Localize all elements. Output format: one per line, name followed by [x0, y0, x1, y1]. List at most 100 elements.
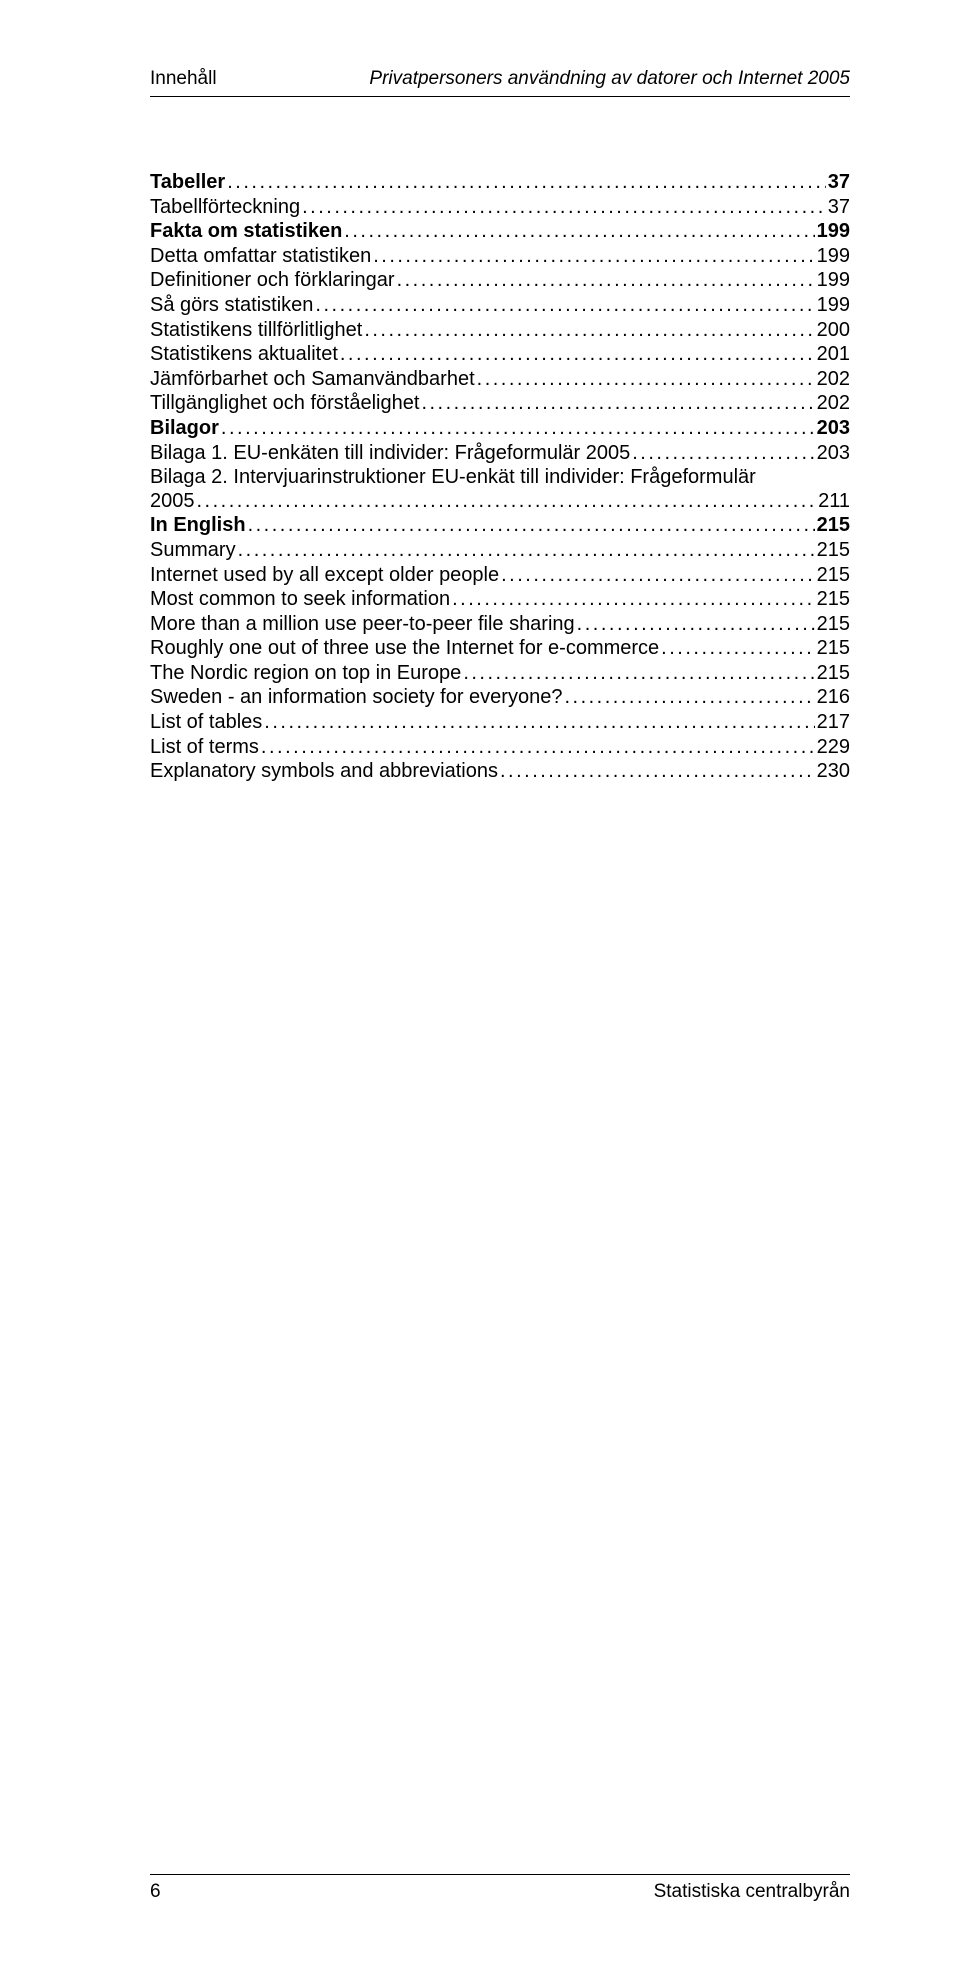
toc-label: Statistikens aktualitet	[150, 343, 338, 367]
toc-leader-dots	[340, 343, 815, 367]
toc-page-number: 216	[817, 686, 850, 710]
toc-entry: Tillgänglighet och förståelighet202	[150, 392, 850, 416]
toc-label: Statistikens tillförlitlighet	[150, 319, 362, 343]
toc-leader-dots	[661, 637, 814, 661]
toc-page-number: 199	[817, 220, 850, 244]
toc-leader-dots	[315, 294, 814, 318]
toc-label: Summary	[150, 539, 236, 563]
footer-row: 6 Statistiska centralbyrån	[150, 1881, 850, 1903]
toc-leader-dots	[238, 539, 815, 563]
toc-page-number: 199	[817, 269, 850, 293]
toc-leader-dots	[248, 514, 815, 538]
toc-leader-dots	[373, 245, 814, 269]
toc-page-number: 203	[817, 442, 850, 466]
toc-entry: Definitioner och förklaringar 199	[150, 269, 850, 293]
toc-label: Bilaga 2. Intervjuarinstruktioner EU-enk…	[150, 466, 756, 488]
toc-page-number: 199	[817, 294, 850, 318]
footer-page-number: 6	[150, 1881, 161, 1903]
toc-entry: Bilagor 203	[150, 417, 850, 441]
toc-leader-dots	[632, 442, 814, 466]
toc-label: Tabeller	[150, 171, 225, 195]
toc-label: Bilagor	[150, 417, 219, 441]
toc-page-number: 215	[817, 588, 850, 612]
toc-entry: List of terms229	[150, 736, 850, 760]
toc-page-number: 37	[828, 196, 850, 220]
toc-leader-dots	[477, 368, 815, 392]
toc-leader-dots	[463, 662, 814, 686]
toc-page-number: 215	[817, 514, 850, 538]
toc-entry: 2005 211	[150, 490, 850, 514]
toc-entry: Så görs statistiken 199	[150, 294, 850, 318]
footer-publisher: Statistiska centralbyrån	[654, 1881, 850, 1903]
toc-page-number: 230	[817, 760, 850, 784]
toc-page-number: 215	[817, 539, 850, 563]
toc-leader-dots	[452, 588, 815, 612]
toc-entry: Jämförbarhet och Samanvändbarhet202	[150, 368, 850, 392]
toc-page-number: 215	[817, 637, 850, 661]
toc-page-number: 215	[817, 564, 850, 588]
toc-entry: Bilaga 1. EU-enkäten till individer: Frå…	[150, 442, 850, 466]
toc-entry: Roughly one out of three use the Interne…	[150, 637, 850, 661]
toc-leader-dots	[264, 711, 814, 735]
toc-entry: Tabeller37	[150, 171, 850, 195]
toc-label: Detta omfattar statistiken	[150, 245, 371, 269]
toc-entry: Sweden - an information society for ever…	[150, 686, 850, 710]
toc-label: Jämförbarhet och Samanvändbarhet	[150, 368, 475, 392]
toc-entry: Detta omfattar statistiken 199	[150, 245, 850, 269]
toc-entry: Statistikens tillförlitlighet 200	[150, 319, 850, 343]
toc-leader-dots	[564, 686, 814, 710]
toc-entry: In English215	[150, 514, 850, 538]
toc-page-number: 201	[817, 343, 850, 367]
toc-leader-dots	[227, 171, 826, 195]
toc-page-number: 199	[817, 245, 850, 269]
toc-label: More than a million use peer-to-peer fil…	[150, 613, 575, 637]
toc-page-number: 202	[817, 392, 850, 416]
toc-leader-dots	[261, 736, 815, 760]
toc-leader-dots	[221, 417, 815, 441]
toc-page-number: 203	[817, 417, 850, 441]
toc-label: Roughly one out of three use the Interne…	[150, 637, 659, 661]
toc-entry: The Nordic region on top in Europe 215	[150, 662, 850, 686]
footer-rule	[150, 1874, 850, 1875]
header-rule	[150, 96, 850, 97]
toc-label: Definitioner och förklaringar	[150, 269, 395, 293]
running-footer: 6 Statistiska centralbyrån	[150, 1874, 850, 1903]
toc-label: Så görs statistiken	[150, 294, 313, 318]
header-right: Privatpersoners användning av datorer oc…	[369, 68, 850, 90]
toc-page-number: 200	[817, 319, 850, 343]
toc-label: Fakta om statistiken	[150, 220, 342, 244]
toc-leader-dots	[302, 196, 826, 220]
toc-label: Explanatory symbols and abbreviations	[150, 760, 498, 784]
toc-label: Sweden - an information society for ever…	[150, 686, 562, 710]
toc-leader-dots	[421, 392, 814, 416]
toc-entry: Explanatory symbols and abbreviations 230	[150, 760, 850, 784]
page: Innehåll Privatpersoners användning av d…	[0, 0, 960, 1969]
toc-label: 2005	[150, 490, 195, 514]
toc-page-number: 215	[817, 662, 850, 686]
toc-leader-dots	[197, 490, 817, 514]
running-header: Innehåll Privatpersoners användning av d…	[150, 68, 850, 90]
toc-label: Tabellförteckning	[150, 196, 300, 220]
toc-leader-dots	[344, 220, 814, 244]
toc-leader-dots	[397, 269, 815, 293]
header-left: Innehåll	[150, 68, 217, 90]
toc-entry: Tabellförteckning 37	[150, 196, 850, 220]
toc-entry: Fakta om statistiken 199	[150, 220, 850, 244]
toc-leader-dots	[500, 760, 815, 784]
toc-label: Bilaga 1. EU-enkäten till individer: Frå…	[150, 442, 630, 466]
toc-entry: More than a million use peer-to-peer fil…	[150, 613, 850, 637]
toc-label: Most common to seek information	[150, 588, 450, 612]
toc-leader-dots	[501, 564, 815, 588]
toc-page-number: 217	[817, 711, 850, 735]
toc-page-number: 215	[817, 613, 850, 637]
toc-entry: Summary 215	[150, 539, 850, 563]
toc-entry: List of tables 217	[150, 711, 850, 735]
toc-entry: Internet used by all except older people…	[150, 564, 850, 588]
toc-page-number: 211	[818, 490, 850, 514]
toc-label: List of tables	[150, 711, 262, 735]
toc-entry: Most common to seek information 215	[150, 588, 850, 612]
toc-label: List of terms	[150, 736, 259, 760]
toc-entry: Statistikens aktualitet 201	[150, 343, 850, 367]
toc-leader-dots	[577, 613, 815, 637]
toc-label: The Nordic region on top in Europe	[150, 662, 461, 686]
